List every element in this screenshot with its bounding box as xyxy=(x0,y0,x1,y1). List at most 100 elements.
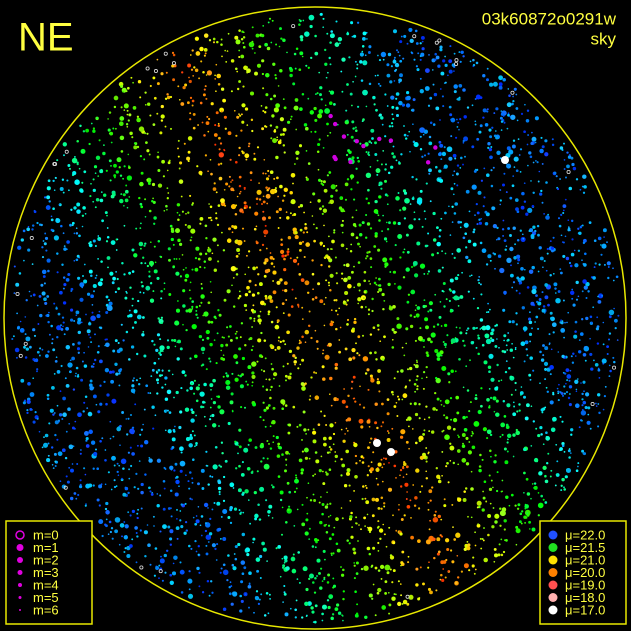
star xyxy=(195,313,198,316)
star xyxy=(349,174,355,179)
star xyxy=(328,202,330,204)
star xyxy=(564,372,567,375)
star xyxy=(139,529,142,532)
star xyxy=(272,485,275,489)
star xyxy=(381,230,383,232)
star xyxy=(264,258,269,263)
star xyxy=(287,120,291,124)
star xyxy=(246,383,249,386)
star xyxy=(164,571,167,574)
star xyxy=(450,135,453,138)
star xyxy=(374,402,378,406)
star xyxy=(54,460,57,463)
star xyxy=(468,410,471,413)
star xyxy=(392,145,395,148)
star xyxy=(468,210,471,213)
star xyxy=(147,543,151,547)
star xyxy=(516,276,520,280)
star xyxy=(244,273,247,276)
star xyxy=(403,133,407,137)
star xyxy=(146,102,151,106)
star xyxy=(37,323,40,325)
star xyxy=(353,564,356,567)
star xyxy=(275,43,278,46)
star xyxy=(503,239,507,243)
star xyxy=(162,350,164,352)
star xyxy=(530,141,534,146)
star xyxy=(211,423,217,428)
star xyxy=(362,89,368,96)
star xyxy=(308,601,312,605)
star xyxy=(199,391,205,397)
star xyxy=(429,590,433,595)
star xyxy=(341,277,343,280)
star xyxy=(295,150,300,155)
star xyxy=(167,429,172,434)
star xyxy=(223,298,227,302)
star xyxy=(226,374,230,378)
star xyxy=(390,390,394,394)
star xyxy=(488,474,491,477)
star xyxy=(573,249,576,252)
star xyxy=(375,467,380,472)
star xyxy=(164,429,167,432)
star xyxy=(110,194,115,199)
star xyxy=(207,507,209,509)
star xyxy=(395,477,397,479)
star xyxy=(575,178,579,181)
star xyxy=(265,499,268,502)
star xyxy=(400,518,404,521)
star xyxy=(494,267,496,270)
star xyxy=(174,345,177,348)
star xyxy=(260,369,263,371)
star xyxy=(324,296,327,299)
star xyxy=(115,372,119,376)
star xyxy=(126,113,129,116)
star xyxy=(389,257,393,261)
star xyxy=(422,370,426,374)
star xyxy=(310,336,313,340)
star xyxy=(290,115,293,118)
star xyxy=(268,216,271,220)
star xyxy=(237,374,240,377)
star xyxy=(408,27,413,32)
star xyxy=(208,39,212,42)
magnitude-symbol xyxy=(17,570,23,575)
star xyxy=(344,198,348,201)
star xyxy=(243,206,246,210)
star xyxy=(96,467,100,471)
star xyxy=(238,464,241,468)
star xyxy=(179,510,182,512)
star xyxy=(276,319,280,323)
star xyxy=(356,352,359,355)
star xyxy=(27,381,31,386)
star xyxy=(440,325,443,327)
star xyxy=(305,242,311,247)
star xyxy=(248,438,252,442)
star xyxy=(489,155,493,160)
star xyxy=(338,339,341,341)
star xyxy=(280,37,283,40)
star xyxy=(561,441,565,446)
star xyxy=(216,501,221,506)
star xyxy=(334,366,338,370)
star xyxy=(84,473,87,476)
star xyxy=(225,372,228,375)
star xyxy=(513,87,517,91)
star xyxy=(128,273,131,275)
star xyxy=(367,313,370,316)
star xyxy=(340,272,344,275)
star xyxy=(457,463,460,466)
star xyxy=(500,120,504,123)
star xyxy=(506,441,509,444)
star xyxy=(76,209,81,214)
star xyxy=(155,371,159,374)
star xyxy=(359,459,361,462)
star xyxy=(121,477,123,480)
star xyxy=(149,490,152,493)
star xyxy=(163,282,166,285)
star xyxy=(449,397,453,400)
star xyxy=(212,187,217,191)
star xyxy=(439,45,443,49)
star xyxy=(36,350,40,354)
